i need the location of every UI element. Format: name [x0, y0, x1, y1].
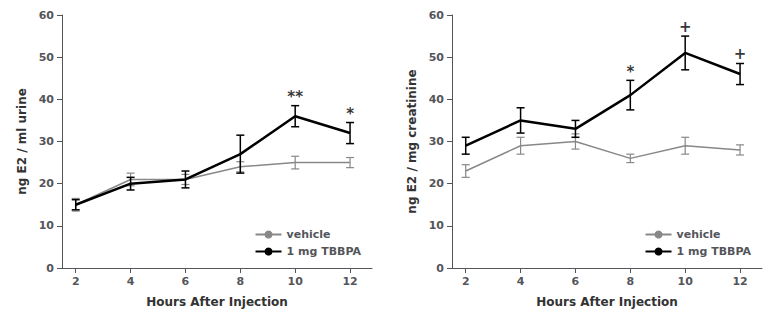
svg-text:40: 40: [429, 93, 445, 106]
svg-text:10: 10: [678, 275, 694, 288]
svg-text:Hours After Injection: Hours After Injection: [536, 295, 678, 309]
svg-text:40: 40: [39, 93, 55, 106]
svg-text:10: 10: [288, 275, 304, 288]
svg-text:30: 30: [429, 135, 445, 148]
svg-text:**: **: [287, 88, 303, 106]
svg-text:10: 10: [429, 219, 445, 232]
svg-text:0: 0: [436, 262, 444, 275]
svg-text:1 mg TBBPA: 1 mg TBBPA: [287, 245, 362, 258]
svg-text:Hours After Injection: Hours After Injection: [146, 295, 288, 309]
svg-text:4: 4: [127, 275, 135, 288]
svg-text:vehicle: vehicle: [677, 228, 721, 241]
svg-text:2: 2: [462, 275, 470, 288]
svg-text:12: 12: [342, 275, 357, 288]
svg-text:10: 10: [39, 219, 55, 232]
svg-text:60: 60: [429, 9, 445, 22]
svg-text:*: *: [626, 63, 634, 81]
svg-text:12: 12: [732, 275, 747, 288]
svg-text:6: 6: [182, 275, 190, 288]
svg-text:*: *: [346, 105, 354, 123]
svg-text:6: 6: [572, 275, 580, 288]
svg-text:30: 30: [39, 135, 55, 148]
svg-text:20: 20: [39, 177, 55, 190]
svg-text:ng E2 / mg creatinine: ng E2 / mg creatinine: [405, 69, 419, 213]
svg-text:+: +: [734, 45, 747, 63]
svg-text:50: 50: [429, 51, 445, 64]
svg-text:4: 4: [517, 275, 525, 288]
svg-text:ng E2 / ml urine: ng E2 / ml urine: [15, 88, 29, 195]
svg-text:1 mg TBBPA: 1 mg TBBPA: [677, 245, 752, 258]
svg-text:2: 2: [72, 275, 80, 288]
svg-text:8: 8: [626, 275, 634, 288]
svg-text:0: 0: [46, 262, 54, 275]
svg-text:50: 50: [39, 51, 55, 64]
svg-text:8: 8: [236, 275, 244, 288]
svg-text:+: +: [679, 18, 692, 36]
svg-text:60: 60: [39, 9, 55, 22]
svg-text:vehicle: vehicle: [287, 228, 331, 241]
svg-text:20: 20: [429, 177, 445, 190]
